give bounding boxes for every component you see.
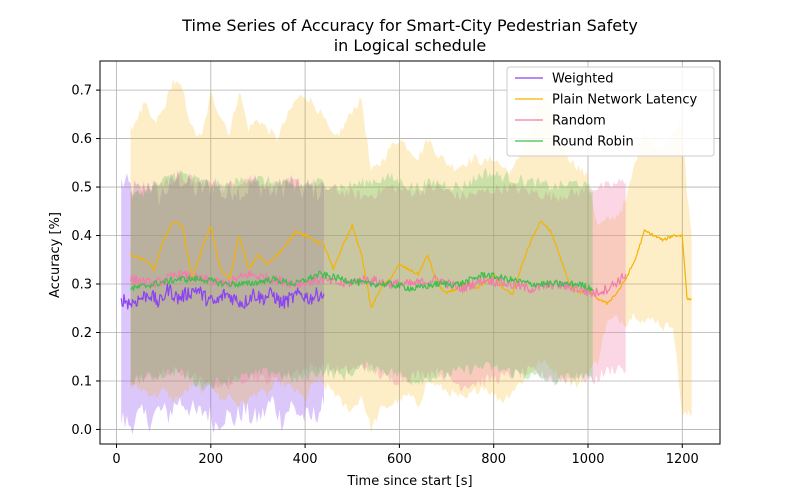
confidence-band-random [130, 172, 626, 392]
legend-entry: Random [552, 114, 606, 129]
x-tick-label: 0 [112, 452, 120, 467]
legend: Weighted Plain Network Latency Random Round… [506, 66, 715, 157]
legend-entry: Round Robin [552, 135, 634, 150]
x-tick-label: 200 [198, 452, 223, 467]
series-line-plain-network-latency [130, 220, 693, 308]
confidence-band-round-robin [130, 168, 593, 392]
y-tick-label: 0.5 [71, 181, 92, 196]
y-tick-label: 0.1 [71, 374, 92, 389]
x-axis-label: Time since start [s] [346, 474, 472, 489]
confidence-band-weighted [121, 169, 324, 435]
series-lines [120, 220, 693, 310]
series-line-weighted [120, 283, 325, 310]
y-tick-label: 0.6 [71, 132, 92, 147]
plot-frame [99, 60, 721, 445]
confidence-bands [121, 78, 692, 435]
x-tick-label: 400 [293, 452, 318, 467]
series-line-round-robin [130, 270, 594, 292]
legend-entry: Weighted [552, 72, 614, 87]
x-tick-label: 800 [481, 452, 506, 467]
y-tick-label: 0.3 [71, 278, 92, 293]
chart-title: Time Series of Accuracy for Smart-City P… [181, 16, 638, 35]
x-tick-label: 1200 [666, 452, 699, 467]
x-axis-ticks: 0 200 400 600 800 1000 1200 [112, 444, 699, 467]
y-tick-label: 0.2 [71, 326, 92, 341]
y-tick-label: 0.4 [71, 229, 92, 244]
chart-subtitle: in Logical schedule [334, 36, 487, 55]
y-axis-ticks: 0.0 0.1 0.2 0.3 0.4 0.5 0.6 0.7 [71, 84, 100, 438]
x-tick-label: 1000 [571, 452, 604, 467]
x-tick-label: 600 [387, 452, 412, 467]
y-tick-label: 0.7 [71, 84, 92, 99]
confidence-band-plain-network-latency [130, 78, 692, 434]
y-tick-label: 0.0 [71, 423, 92, 438]
legend-box [506, 66, 715, 157]
y-axis-label: Accuracy [%] [48, 212, 63, 298]
legend-entry: Plain Network Latency [552, 93, 698, 108]
